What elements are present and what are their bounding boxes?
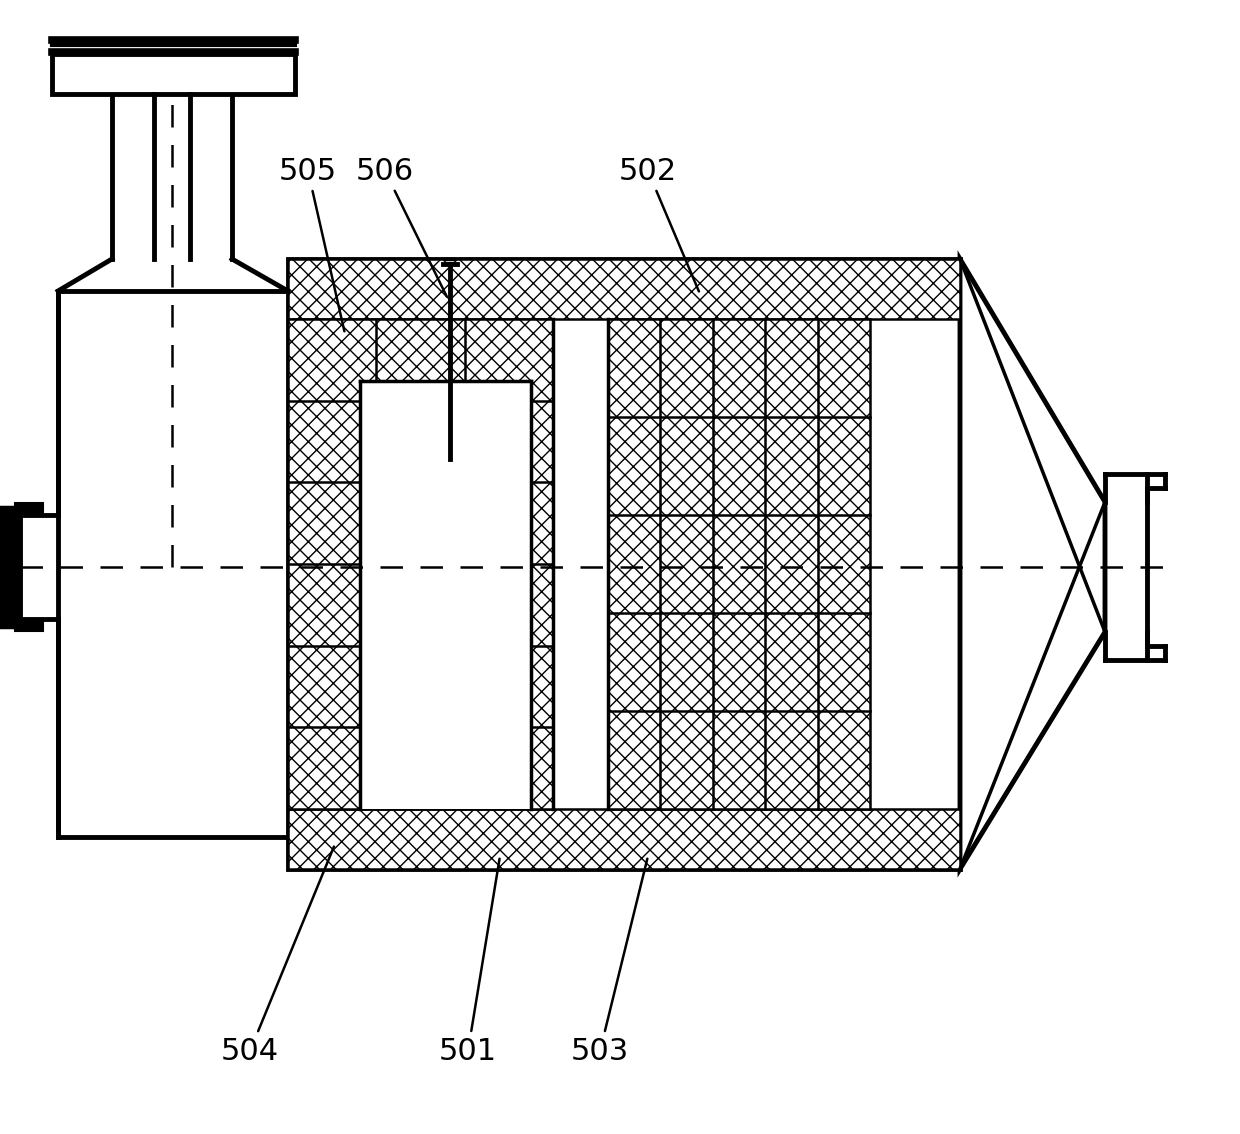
Bar (360, 381, 531, 809)
Bar (58, 291, 288, 837)
Bar (288, 319, 553, 809)
Text: 504: 504 (221, 847, 334, 1066)
Bar (15, 503, 43, 515)
Bar (288, 259, 960, 319)
Bar (288, 809, 960, 869)
Bar (15, 619, 43, 631)
Text: 502: 502 (619, 156, 699, 291)
Text: 501: 501 (439, 858, 500, 1066)
Polygon shape (960, 259, 1105, 869)
Bar (0, 507, 20, 627)
Text: 506: 506 (356, 156, 446, 296)
Text: 505: 505 (279, 156, 345, 331)
Bar (52, 54, 295, 94)
Text: 503: 503 (570, 858, 647, 1066)
Bar (288, 259, 960, 869)
Bar (608, 319, 870, 809)
